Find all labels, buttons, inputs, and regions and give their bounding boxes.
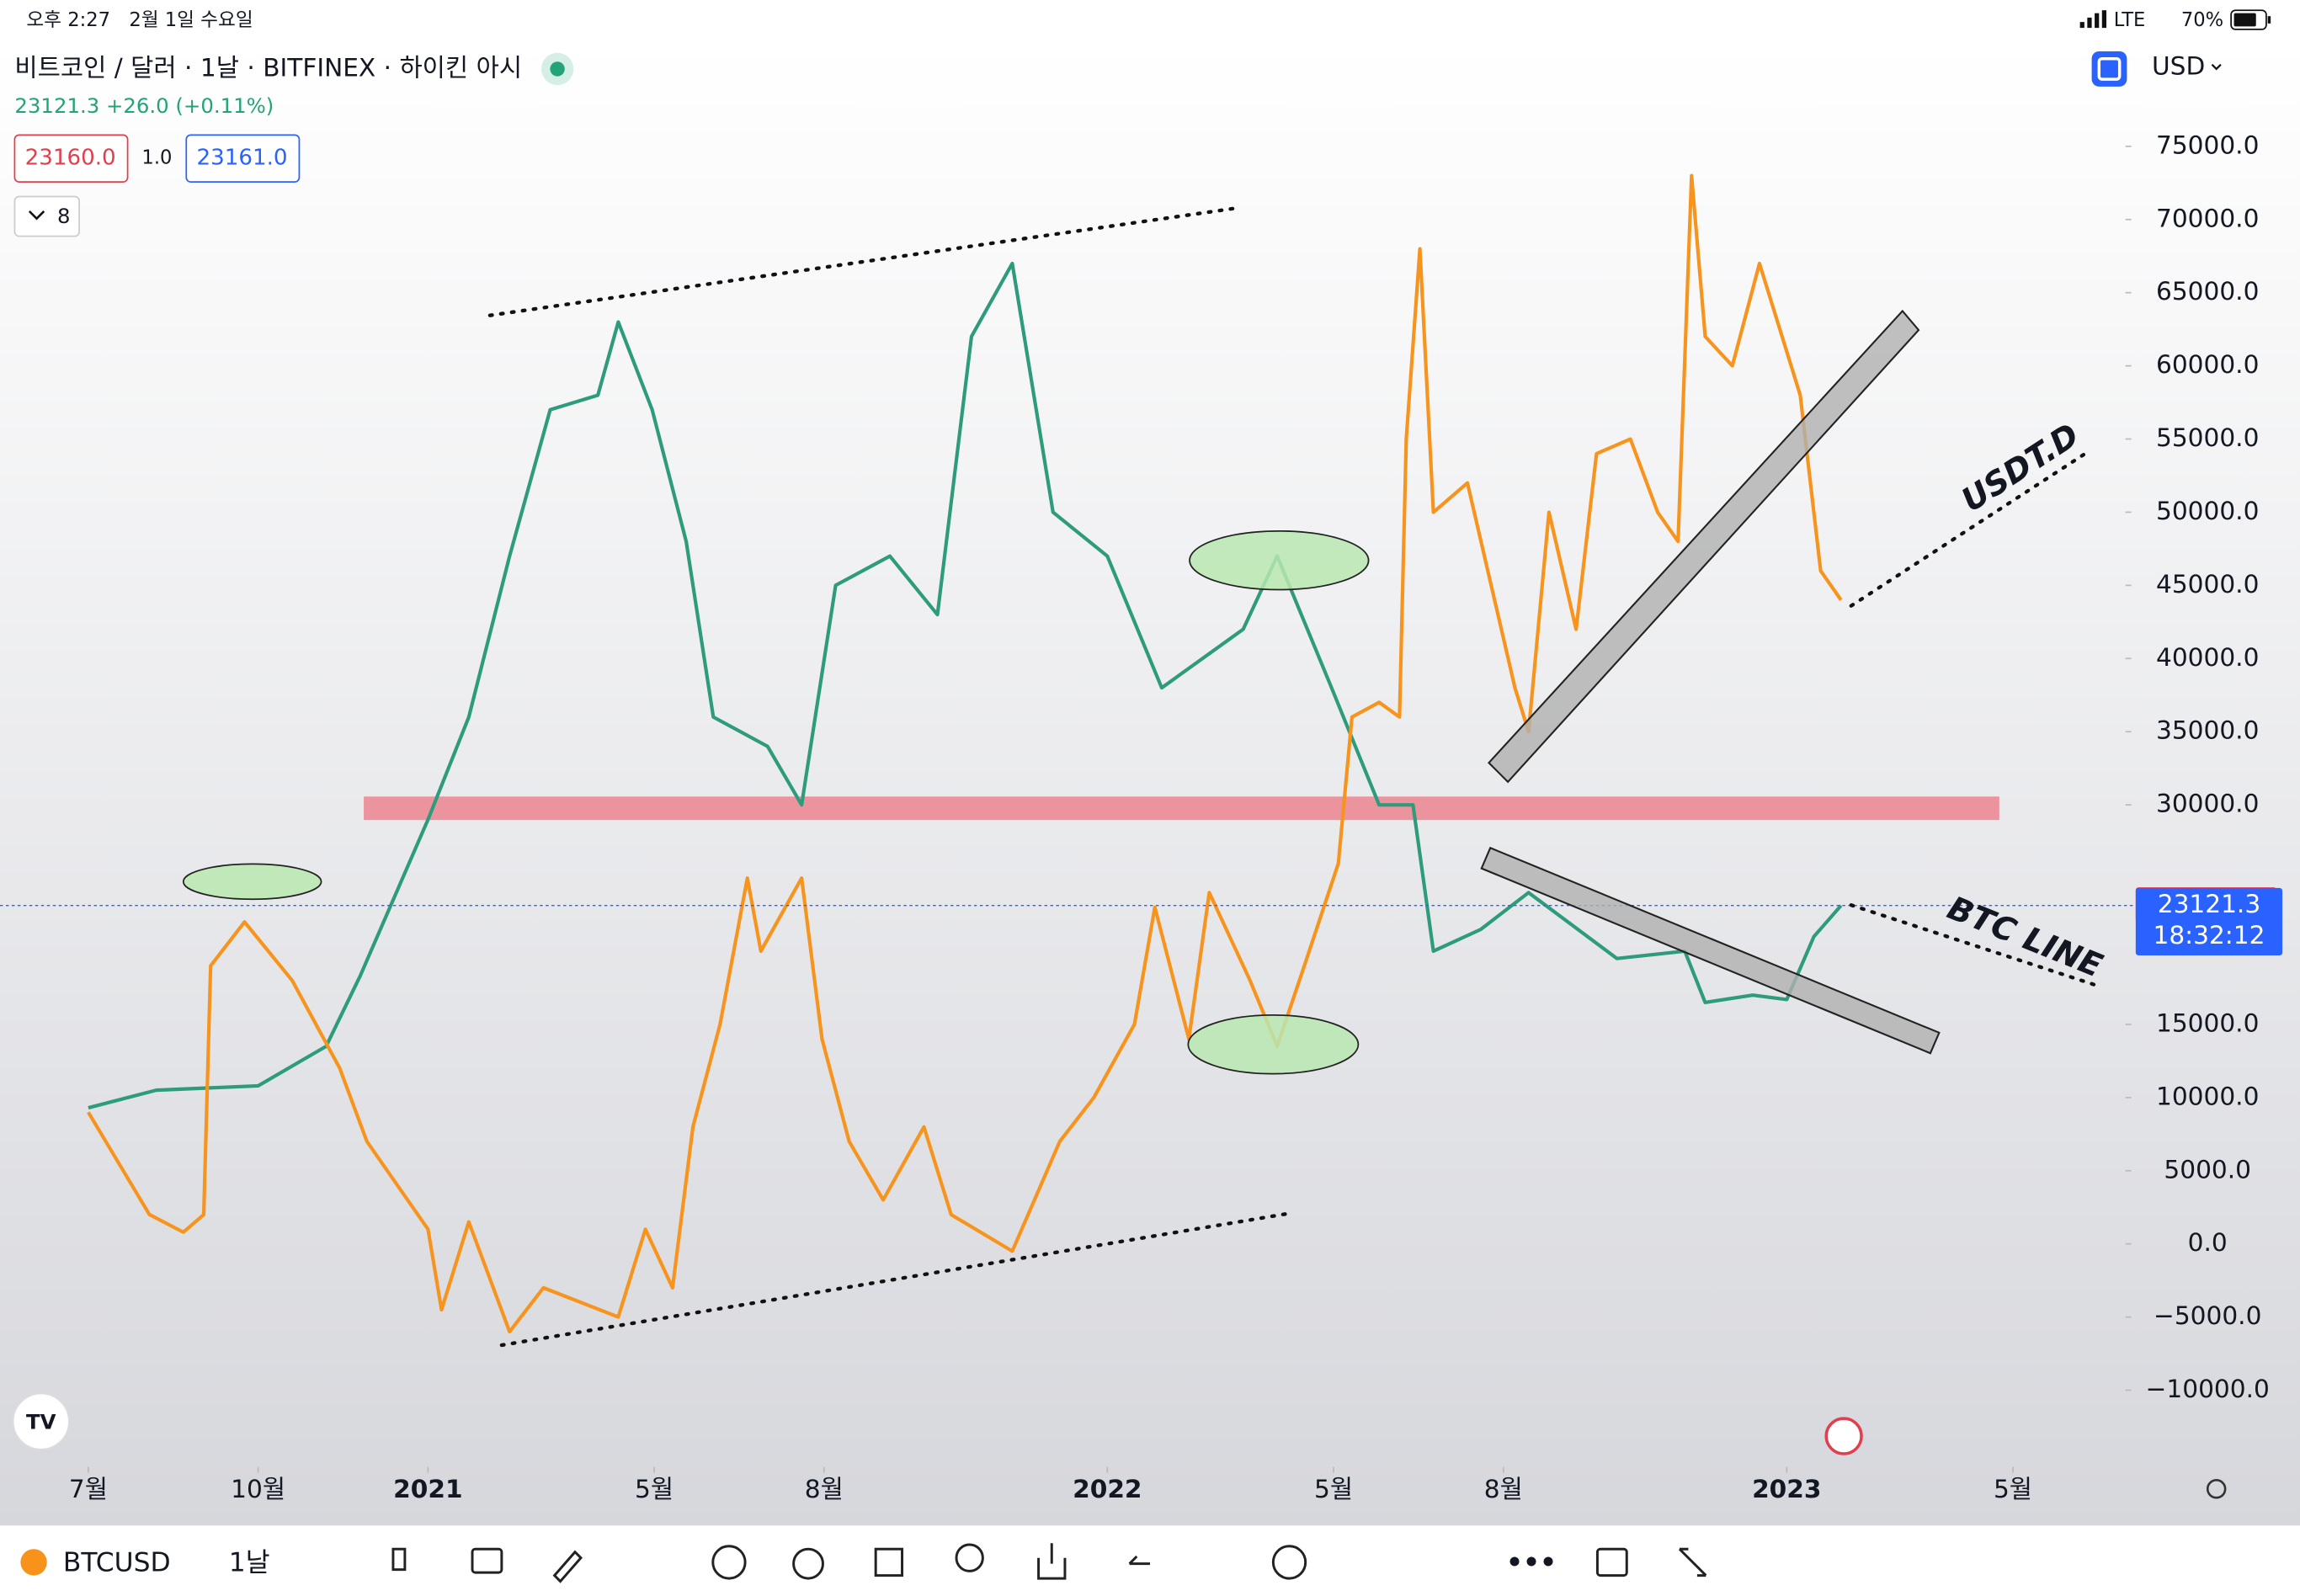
- status-time: 오후 2:27: [26, 9, 110, 31]
- y-tick-label: 50000.0: [2156, 497, 2259, 525]
- series-line: [87, 173, 1843, 1334]
- dropdown-arrow: [2211, 63, 2222, 71]
- x-tick-label: 10월: [231, 1475, 285, 1503]
- tool-draw[interactable]: [552, 1550, 583, 1583]
- x-tick-label: 2022: [1073, 1475, 1142, 1503]
- market-status-dot: [550, 61, 565, 77]
- currency[interactable]: USD: [2152, 52, 2205, 81]
- tool-share[interactable]: [1037, 1543, 1067, 1580]
- quote: 23121.3 +26.0 (+0.11%): [14, 93, 274, 118]
- y-tick-label: 75000.0: [2156, 130, 2259, 159]
- y-tick-label: 10000.0: [2156, 1082, 2259, 1110]
- tool-info[interactable]: [1271, 1545, 1307, 1580]
- symbol-title[interactable]: 비트코인 / 달러 · 1날 · BITFINEX · 하이킨 아시: [14, 53, 522, 82]
- tool-fullscreen[interactable]: [1595, 1547, 1628, 1577]
- tool-alert[interactable]: [792, 1547, 824, 1580]
- y-tick-label: −5000.0: [2154, 1301, 2261, 1330]
- status-battery: 70%: [2181, 9, 2223, 31]
- signal-icon: [2079, 10, 2107, 29]
- tool-expand[interactable]: [1678, 1547, 1707, 1577]
- series-line: [88, 261, 1843, 1110]
- y-tick-label: 5000.0: [2164, 1155, 2251, 1184]
- x-tick-label: 5월: [635, 1475, 673, 1503]
- y-tick-label: 30000.0: [2156, 790, 2259, 818]
- y-tick-label: 35000.0: [2156, 716, 2259, 745]
- chart-background: [0, 44, 2300, 1526]
- trendline: [499, 1210, 1293, 1348]
- highlight-ellipse: [1187, 1014, 1360, 1075]
- support-zone: [364, 796, 1999, 821]
- sell-button[interactable]: [13, 134, 129, 183]
- y-tick-label: 55000.0: [2156, 423, 2259, 452]
- channel-box: [1488, 309, 1920, 784]
- tool-templates[interactable]: [874, 1547, 904, 1577]
- layout-icon: [2097, 56, 2122, 81]
- tool-candles[interactable]: [391, 1547, 407, 1572]
- ask: 23161.0: [196, 146, 287, 171]
- countdown: 18:32:12: [2153, 921, 2265, 950]
- x-tick-label: 5월: [1994, 1475, 2032, 1503]
- bid: 23160.0: [25, 146, 116, 171]
- spread: 1.0: [141, 147, 172, 169]
- y-tick-label: 65000.0: [2156, 277, 2259, 306]
- settings-icon[interactable]: [2206, 1479, 2227, 1499]
- y-tick-label: −10000.0: [2146, 1375, 2270, 1403]
- x-tick-label: 2023: [1752, 1475, 1821, 1503]
- y-tick-label: 70000.0: [2156, 204, 2259, 232]
- highlight-ellipse: [182, 863, 322, 901]
- coin-icon: [20, 1549, 47, 1576]
- last-price-label: 23121.3: [2158, 890, 2260, 918]
- buy-button[interactable]: [185, 134, 301, 183]
- x-tick-label: 5월: [1314, 1475, 1353, 1503]
- indicators-count: 8: [57, 204, 71, 228]
- x-tick-label: 8월: [1484, 1475, 1523, 1503]
- layout-button[interactable]: [2091, 51, 2127, 87]
- chevron: [28, 210, 45, 221]
- tool-add[interactable]: [711, 1545, 747, 1580]
- tool-undo[interactable]: [1128, 1555, 1150, 1566]
- tool-ideas[interactable]: [955, 1543, 984, 1572]
- last-price-box: [2135, 887, 2283, 955]
- y-tick-label: 45000.0: [2156, 570, 2259, 598]
- toolbar: [0, 1525, 2300, 1596]
- y-tick-label: 0.0: [2188, 1228, 2228, 1257]
- events-icon[interactable]: [1824, 1417, 1863, 1455]
- trendline: [1849, 448, 2093, 608]
- x-tick-label: 2021: [393, 1475, 462, 1503]
- toolbar-symbol[interactable]: BTCUSD: [63, 1548, 171, 1578]
- indicators-toggle[interactable]: [13, 195, 80, 237]
- tv-logo[interactable]: [12, 1392, 70, 1450]
- plot: 75000.0 70000.0 65000.0 60000.0 55000.0 50000…: [0, 130, 2283, 1503]
- status-network: LTE: [2114, 9, 2146, 31]
- x-tick-label: 8월: [805, 1475, 844, 1503]
- trendline: [1849, 903, 2100, 988]
- battery-icon: [2230, 9, 2271, 30]
- channel-box: [1480, 846, 1941, 1055]
- trendline: [487, 206, 1238, 317]
- toolbar-icons: [391, 1543, 1707, 1583]
- drawings: [182, 206, 2100, 1348]
- tool-more[interactable]: •••: [1506, 1548, 1557, 1578]
- x-tick-label: 7월: [69, 1475, 108, 1503]
- toolbar-interval[interactable]: 1날: [229, 1548, 270, 1578]
- status-date: 2월 1일 수요일: [129, 9, 253, 31]
- tv-logo-mark: TV: [26, 1409, 56, 1434]
- y-tick-label: 60000.0: [2156, 350, 2259, 379]
- tool-compare[interactable]: [471, 1547, 503, 1574]
- y-tick-label: 40000.0: [2156, 643, 2259, 672]
- highlight-ellipse: [1189, 529, 1370, 591]
- y-tick-label: 15000.0: [2156, 1008, 2259, 1037]
